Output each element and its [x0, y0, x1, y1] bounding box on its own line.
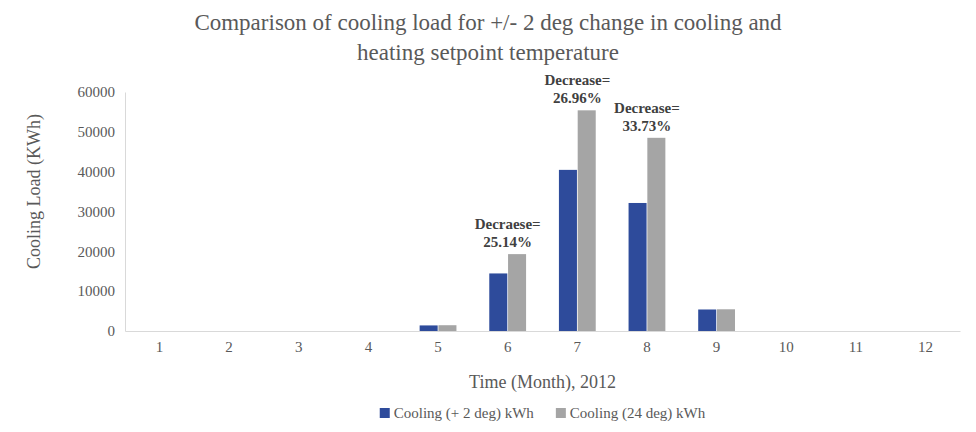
- bar: [559, 170, 577, 331]
- title-line: Comparison of cooling load for +/- 2 deg…: [194, 10, 782, 35]
- y-axis-title: Cooling Load (KWh): [24, 114, 45, 269]
- annotation: Decraese=: [475, 216, 541, 232]
- bar: [211, 331, 229, 332]
- x-tick: 5: [434, 331, 442, 355]
- x-tick-label: 8: [643, 339, 651, 355]
- bar: [141, 331, 159, 332]
- bar-series: [438, 110, 735, 331]
- bar: [369, 331, 387, 332]
- x-tick: 7: [574, 331, 582, 355]
- bar: [717, 309, 735, 331]
- x-tick-label: 7: [574, 339, 582, 355]
- y-tick: 0: [108, 323, 126, 339]
- legend-swatch: [380, 408, 390, 418]
- y-tick: 30000: [78, 204, 126, 220]
- y-tick: 50000: [78, 124, 126, 140]
- x-tick-label: 3: [295, 339, 303, 355]
- bar: [508, 254, 526, 331]
- x-tick: 6: [504, 331, 512, 355]
- bar: [926, 331, 944, 332]
- bar: [698, 309, 716, 331]
- x-tick-label: 6: [504, 339, 512, 355]
- title: Comparison of cooling load for +/- 2 deg…: [194, 10, 782, 65]
- annotation: 25.14%: [483, 234, 532, 250]
- y-tick: 60000: [78, 84, 126, 100]
- bars: [420, 110, 735, 331]
- bar: [438, 325, 456, 331]
- bar: [768, 331, 786, 332]
- x-axis: 123456789101112: [126, 331, 961, 355]
- y-tick-label: 30000: [78, 204, 116, 220]
- bar-series: [420, 170, 717, 331]
- bar: [907, 331, 925, 332]
- annotation: Decrease=: [544, 72, 610, 88]
- bar: [350, 331, 368, 332]
- y-tick-label: 0: [108, 323, 116, 339]
- annotation: 33.73%: [623, 118, 672, 134]
- annotation: Decrease=: [614, 100, 680, 116]
- x-axis-title: Time (Month), 2012: [469, 372, 616, 393]
- legend-label: Cooling (24 deg) kWh: [570, 405, 706, 422]
- y-axis: 0 10000 20000 30000 40000 50000 60000: [78, 84, 126, 339]
- x-tick: 1: [156, 331, 164, 355]
- x-tick: 2: [225, 331, 233, 355]
- background: [0, 0, 976, 432]
- y-tick-label: 50000: [78, 124, 116, 140]
- x-tick-label: 10: [779, 339, 794, 355]
- x-tick-label: 4: [365, 339, 373, 355]
- y-tick-label: 40000: [78, 164, 116, 180]
- x-tick: 12: [918, 331, 933, 355]
- x-tick-label: 2: [225, 339, 233, 355]
- x-tick: 10: [779, 331, 794, 355]
- x-tick-label: 5: [434, 339, 442, 355]
- y-tick-label: 60000: [78, 84, 116, 100]
- y-tick: 10000: [78, 283, 126, 299]
- y-tick-label: 20000: [78, 244, 116, 260]
- bar: [837, 331, 855, 332]
- legend-item: Cooling (+ 2 deg) kWh: [380, 405, 535, 422]
- x-tick-label: 11: [849, 339, 863, 355]
- y-tick: 20000: [78, 244, 126, 260]
- x-tick: 4: [365, 331, 373, 355]
- x-tick: 9: [713, 331, 721, 355]
- x-axis-line: [126, 331, 961, 332]
- x-tick-label: 9: [713, 339, 721, 355]
- bar: [299, 331, 317, 332]
- legend-swatch: [556, 408, 566, 418]
- annotations: Decraese= 25.14% Decrease= 26.96% Decrease= 3…: [475, 72, 680, 250]
- bar: [787, 331, 805, 332]
- legend-item: Cooling (24 deg) kWh: [556, 405, 706, 422]
- bar: [647, 138, 665, 331]
- legend: Cooling (+ 2 deg) kWh Cooling (24 deg) kW…: [380, 405, 706, 422]
- bar: [489, 273, 507, 331]
- bar: [856, 331, 874, 332]
- y-tick: 40000: [78, 164, 126, 180]
- y-axis-line: [125, 93, 126, 332]
- y-tick-label: 10000: [78, 283, 116, 299]
- bar: [629, 203, 647, 331]
- bar: [160, 331, 178, 332]
- x-tick: 8: [643, 331, 651, 355]
- x-tick-label: 12: [918, 339, 933, 355]
- x-tick-label: 1: [156, 339, 164, 355]
- bar: [229, 331, 247, 332]
- title-line: heating setpoint temperature: [357, 40, 619, 65]
- bar: [280, 331, 298, 332]
- x-tick: 11: [849, 331, 863, 355]
- bar: [578, 110, 596, 331]
- bar: [420, 325, 438, 331]
- annotation: 26.96%: [553, 90, 602, 106]
- x-tick: 3: [295, 331, 303, 355]
- legend-label: Cooling (+ 2 deg) kWh: [394, 405, 535, 422]
